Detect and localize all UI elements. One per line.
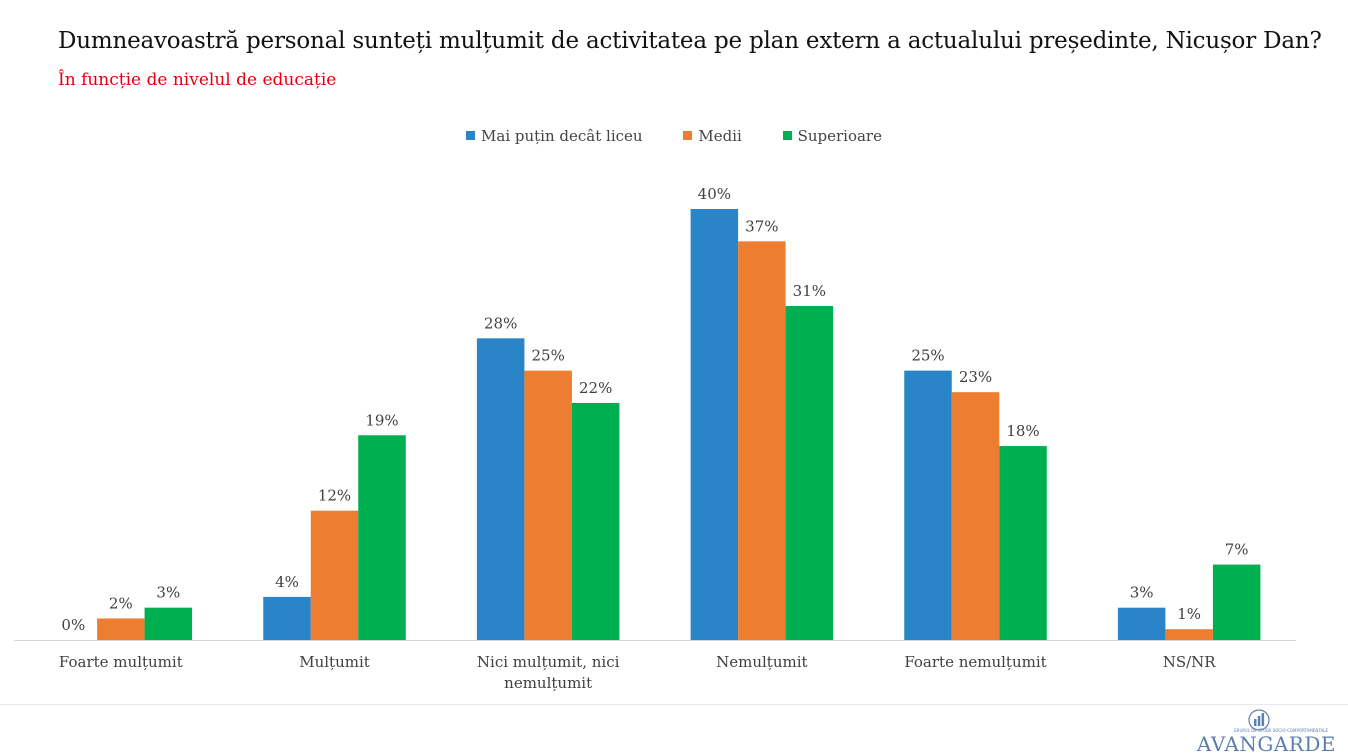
data-label-1-4: 40% <box>698 185 731 203</box>
data-label-2-4: 37% <box>745 217 778 235</box>
legend-item-series-1: Mai puțin decât liceu <box>466 127 643 145</box>
data-label-3-3: 22% <box>579 379 612 397</box>
category-label-3-line-2: nemulțumit <box>504 674 592 692</box>
data-label-2-5: 23% <box>959 368 992 386</box>
legend-swatch-series-2 <box>683 131 693 140</box>
footer-divider <box>0 704 1348 705</box>
bar-2-1 <box>97 618 145 640</box>
bar-1-6 <box>1117 607 1166 640</box>
chart-subtitle: În funcție de nivelul de educație <box>58 70 337 90</box>
data-label-1-2: 4% <box>275 573 299 591</box>
logo-emblem-icon <box>1248 709 1270 731</box>
data-label-3-4: 31% <box>793 282 826 300</box>
legend-label-series-1: Mai puțin decât liceu <box>481 126 643 145</box>
category-label-2: Mulțumit <box>299 653 370 671</box>
data-label-2-1: 2% <box>109 594 133 612</box>
data-label-3-5: 18% <box>1006 422 1039 440</box>
bar-2-4 <box>738 241 786 640</box>
data-label-3-1: 3% <box>156 584 180 602</box>
category-label-3-line-1: Nici mulțumit, nici <box>477 653 620 671</box>
data-label-3-2: 19% <box>365 411 398 429</box>
bar-3-1 <box>144 607 193 640</box>
bar-1-3 <box>476 338 525 640</box>
category-label-5: Foarte nemulțumit <box>904 653 1046 671</box>
bar-2-6 <box>1165 629 1213 640</box>
data-label-1-6: 3% <box>1130 584 1154 602</box>
bar-3-3 <box>571 402 620 640</box>
data-label-1-3: 28% <box>484 314 517 332</box>
data-label-1-1: 0% <box>61 616 85 634</box>
bar-3-6 <box>1212 564 1261 640</box>
legend-label-series-3: Superioare <box>797 126 882 145</box>
legend-swatch-series-3 <box>782 131 792 140</box>
legend-item-series-3: Superioare <box>782 126 882 145</box>
bar-3-2 <box>358 435 406 640</box>
bar-2-3 <box>524 370 572 640</box>
data-label-3-6: 7% <box>1225 541 1249 559</box>
chart-title: Dumneavoastră personal sunteți mulțumit … <box>58 28 1322 54</box>
avangarde-logo <box>1186 708 1336 754</box>
data-label-1-5: 25% <box>911 347 944 365</box>
data-label-2-3: 25% <box>531 347 564 365</box>
bar-2-5 <box>951 392 1000 640</box>
bar-3-4 <box>785 305 834 640</box>
chart-legend: Mai puțin decât liceu Medii Superioare <box>0 126 1348 145</box>
bar-1-4 <box>690 209 739 640</box>
bar-3-5 <box>999 446 1047 640</box>
category-label-6: NS/NR <box>1163 653 1217 671</box>
legend-item-series-2: Medii <box>683 126 742 145</box>
bar-1-5 <box>904 370 952 640</box>
bar-chart: 0% 2% 3% Foarte mulțumit 4% 12% 19% Mulțumit 28%… <box>14 185 1296 692</box>
category-label-4: Nemulțumit <box>716 653 807 671</box>
bar-1-2 <box>263 596 311 640</box>
logo-tagline: GRUPUL DE STUDII SOCIO-COMPORTAMENTALE <box>1233 728 1328 733</box>
data-label-2-2: 12% <box>318 487 351 505</box>
legend-swatch-series-1 <box>466 131 476 140</box>
logo-name: AVANGARDE <box>1196 732 1336 756</box>
bar-2-2 <box>310 510 359 640</box>
data-label-2-6: 1% <box>1177 605 1201 623</box>
legend-label-series-2: Medii <box>698 126 742 145</box>
category-label-1: Foarte mulțumit <box>59 653 183 671</box>
